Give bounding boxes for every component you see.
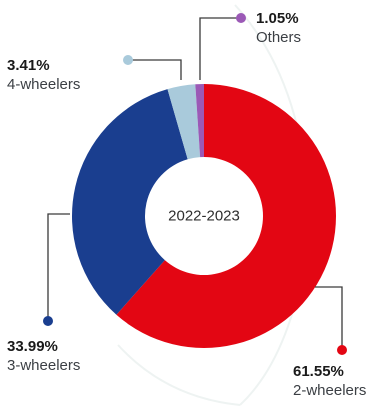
label-4-wheelers: 3.41% 4-wheelers [7, 56, 80, 94]
category-label: 2-wheelers [293, 382, 367, 399]
label-2-wheelers: 61.55% 2-wheelers [293, 362, 366, 400]
label-others: 1.05% Others [256, 9, 301, 47]
leader-lines [43, 13, 347, 355]
background-arc-lower [117, 344, 241, 406]
label-3-wheelers: 33.99% 3-wheelers [7, 337, 80, 375]
value-label: 33.99% [7, 338, 58, 355]
category-label: 4-wheelers [7, 76, 81, 93]
leader-4-wheelers [128, 59, 182, 80]
leader-4-wheelers-dot [123, 55, 133, 65]
slice-3-wheelers [72, 89, 188, 315]
value-label: 1.05% [256, 10, 299, 27]
leader-2-wheelers [315, 286, 343, 350]
leader-2-wheelers-dot [337, 345, 347, 355]
category-label: 3-wheelers [7, 357, 81, 374]
leader-3-wheelers [47, 213, 70, 321]
value-label: 3.41% [7, 57, 50, 74]
slice-2-wheelers [116, 84, 337, 349]
leader-others [199, 17, 241, 80]
center-label: 2022-2023 [168, 207, 240, 225]
slice-4-wheelers [167, 84, 201, 160]
value-label: 61.55% [293, 363, 344, 380]
donut-slices [72, 84, 337, 349]
slice-others [195, 84, 204, 158]
category-label: Others [256, 29, 302, 46]
leader-3-wheelers-dot [43, 316, 53, 326]
leader-others-dot [236, 13, 246, 23]
